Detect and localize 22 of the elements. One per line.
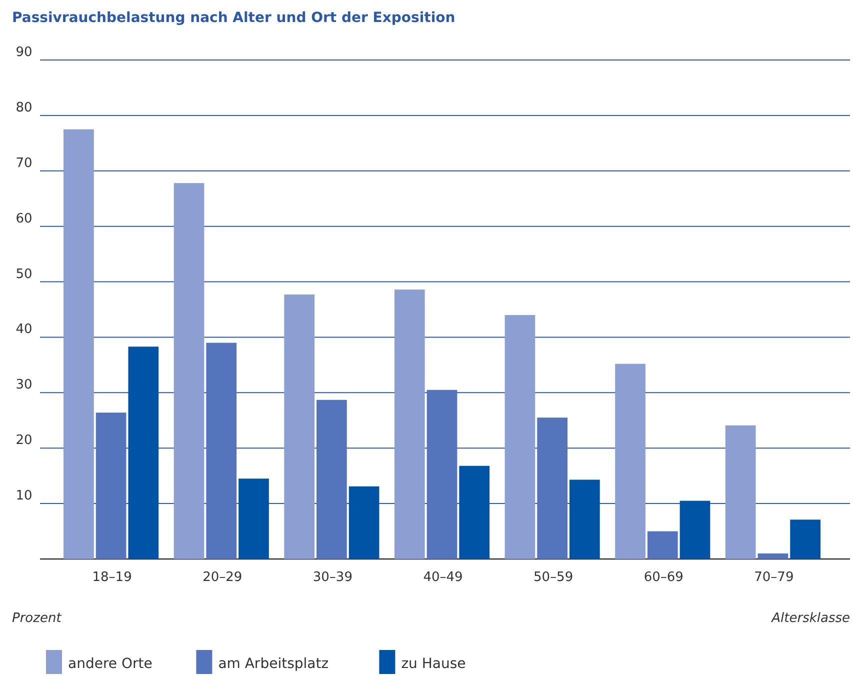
x-tick-label: 30–39 xyxy=(312,570,352,585)
legend-label: am Arbeitsplatz xyxy=(218,656,329,672)
y-tick-label: 30 xyxy=(16,378,32,393)
y-tick-label: 50 xyxy=(16,266,32,282)
x-tick-label: 40–49 xyxy=(423,570,463,585)
y-tick-label: 60 xyxy=(16,211,32,226)
legend-label: andere Orte xyxy=(68,656,152,672)
x-axis-title: Altersklasse xyxy=(770,611,850,626)
y-tick-label: 90 xyxy=(16,45,32,60)
x-tick-label: 50–59 xyxy=(534,570,574,585)
legend-label: zu Hause xyxy=(401,656,466,672)
x-tick-label: 60–69 xyxy=(644,570,684,585)
y-tick-label: 20 xyxy=(16,433,32,448)
y-tick-label: 10 xyxy=(16,488,32,504)
x-tick-label: 18–19 xyxy=(92,570,132,585)
y-tick-label: 40 xyxy=(16,322,32,338)
y-tick-label: 70 xyxy=(16,156,32,171)
y-axis-title: Prozent xyxy=(12,611,62,626)
x-tick-label: 20–29 xyxy=(202,570,242,585)
y-tick-label: 80 xyxy=(16,100,32,116)
chart-title: Passivrauchbelastung nach Alter und Ort der Exposition xyxy=(12,10,456,26)
x-tick-label: 70–79 xyxy=(754,570,794,585)
